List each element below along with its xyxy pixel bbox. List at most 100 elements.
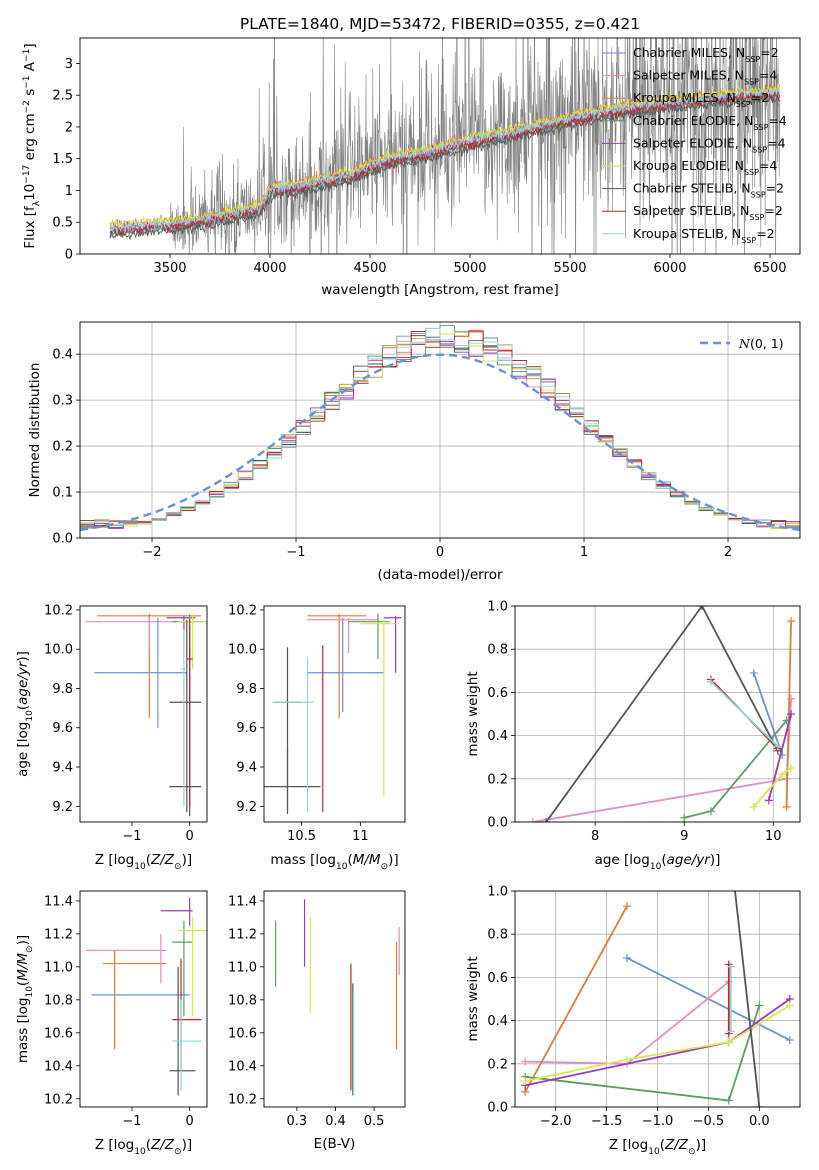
y-tick-label: 10.2: [228, 603, 257, 618]
y-tick-label: 10.2: [44, 603, 73, 618]
weight-marker: [787, 764, 796, 772]
y-tick-label: 9.2: [52, 800, 73, 815]
errorbar-krou_miles: [307, 613, 367, 718]
legend-entry-chab_elodie: Chabrier ELODIE, NSSP=4: [602, 113, 787, 131]
y-tick-label: 0.4: [487, 729, 508, 744]
weight-marker: [528, 818, 537, 822]
errorbar-chab_elodie: [348, 613, 390, 660]
y-tick-label: 10.2: [228, 1092, 257, 1107]
weight-marker: [698, 606, 707, 610]
axes-frame: [514, 605, 801, 823]
weight-marker: [706, 807, 715, 816]
axis-label: mass weight: [465, 671, 481, 756]
weight-marker: [787, 710, 796, 718]
y-tick-label: 2.5: [52, 89, 73, 104]
residual-histogram-panel: −2 −1 0 1 2 0.0 0.1 0.2 0.3 0.4 (data-model)/error…: [27, 321, 801, 583]
weight-marker: [706, 677, 715, 686]
weight-line: [524, 905, 628, 1093]
weight-marker: [755, 1001, 764, 1010]
axis-label: wavelength [Angstrom, rest frame]: [321, 282, 559, 298]
legend-entry-salp_elodie: Salpeter ELODIE, NSSP=4: [602, 135, 786, 154]
legend-label: Kroupa ELODIE, NSSP=4: [633, 158, 777, 177]
y-tick-label: 9.6: [236, 721, 257, 736]
weight-line-chab_stelib: [734, 891, 764, 1107]
y-tick-label: 0.2: [52, 440, 73, 455]
weight-marker: [622, 1055, 631, 1064]
axes-frame: [79, 37, 801, 255]
errorbar-krou_elodie: [178, 613, 207, 669]
weight-marker: [785, 1036, 794, 1045]
axis-label: Flux [fλ10−17 erg cm−2 s−1 A−1]: [22, 43, 42, 248]
legend-entry-chab_miles: Chabrier MILES, NSSP=2: [602, 45, 779, 64]
y-tick-label: 10.6: [44, 1026, 73, 1041]
y-tick-label: 1.5: [52, 152, 73, 167]
legend-label: Kroupa MILES, NSSP=2: [633, 90, 769, 109]
errorbar-krou_elodie: [360, 617, 396, 797]
weight-line-salp_miles: [521, 977, 733, 1068]
x-tick-label: −1.0: [642, 1114, 674, 1129]
errorbar-chab_stelib: [264, 747, 321, 811]
x-tick-label: 1: [580, 545, 588, 560]
weight-marker: [521, 1077, 530, 1086]
plot-area: [264, 613, 402, 815]
y-tick-label: 1.0: [487, 600, 508, 615]
errorbar-chab_stelib: [169, 966, 196, 1096]
weight-line: [710, 680, 779, 748]
y-tick-label: 0.2: [487, 772, 508, 787]
weight-marker: [785, 1001, 794, 1010]
x-tick-label: 6500: [753, 261, 786, 276]
weight-line: [752, 672, 784, 756]
axes-frame: [514, 890, 801, 1108]
weight-marker: [764, 796, 773, 805]
figure-title: PLATE=1840, MJD=53472, FIBERID=0355, z=0…: [240, 15, 640, 33]
x-tick-label: 2: [724, 545, 732, 560]
x-tick-label: 0: [436, 545, 444, 560]
x-tick-label: 10.5: [287, 829, 316, 844]
weight-marker: [755, 1103, 764, 1107]
weight-marker: [726, 1027, 735, 1036]
errorbar-chab_stelib: [169, 649, 202, 817]
axis-label: mass [log10(M/M⊙)]: [270, 852, 398, 872]
weight-line-salp_stelib: [724, 960, 733, 1038]
plot-area: [521, 891, 794, 1107]
age-vs-metallicity-panel: −1 0 9.2 9.4 9.6 9.8 10.0 10.2 Z [log10(Z/Z⊙)] ag…: [15, 603, 208, 872]
x-tick-label: 10: [765, 829, 782, 844]
plot-area: [274, 899, 400, 1096]
mass-vs-metallicity-panel: −1 0 10.2 10.4 10.6 10.8 11.0 11.2 11.4 Z [log10(…: [15, 890, 208, 1157]
y-tick-label: 10.0: [44, 643, 73, 658]
y-tick-label: 11.2: [228, 927, 257, 942]
axes-frame: [263, 890, 406, 1108]
x-tick-label: 11: [352, 829, 369, 844]
errorbar-chab_miles: [307, 617, 384, 713]
errorbar-salp_stelib: [172, 958, 202, 1066]
weight-line: [525, 1004, 791, 1082]
x-tick-label: 0.5: [364, 1114, 385, 1129]
age-vs-mass-panel: 10.5 11 9.2 9.4 9.6 9.8 10.0 10.2 mass [log10(M/…: [228, 603, 406, 872]
model-spectrum-salp_stelib: [109, 89, 780, 237]
axis-label: Z [log10(Z/Z⊙)]: [95, 852, 192, 872]
x-tick-label: 5500: [553, 261, 586, 276]
y-tick-label: 11.4: [44, 894, 73, 909]
model-spectrum-chab_stelib: [109, 93, 780, 240]
weight-marker: [622, 902, 631, 911]
model-spectrum-krou_stelib: [109, 85, 780, 234]
y-tick-label: 0.4: [52, 348, 73, 363]
axis-label: Z [log10(Z/Z⊙)]: [609, 1137, 706, 1157]
y-tick-label: 0.6: [487, 686, 508, 701]
errorbar-chab_stelib: [169, 619, 202, 813]
legend-entry-chab_stelib: Chabrier STELIB, NSSP=2: [602, 181, 784, 200]
legend-entry-krou_elodie: Kroupa ELODIE, NSSP=4: [602, 158, 777, 177]
weight-marker: [782, 802, 791, 811]
weight-marker: [521, 1057, 530, 1066]
weight-marker: [542, 818, 551, 822]
axis-label: Z [log10(Z/Z⊙)]: [95, 1137, 192, 1157]
weight-line-krou_elodie: [749, 764, 796, 811]
y-tick-label: 11.2: [44, 927, 73, 942]
y-tick-label: 0.0: [487, 816, 508, 831]
plot-area: [528, 606, 796, 822]
legend-label: Chabrier STELIB, NSSP=2: [633, 181, 784, 200]
errorbar-salp_stelib: [186, 619, 193, 807]
y-tick-label: 0.8: [487, 928, 508, 943]
x-tick-label: −1: [122, 1114, 141, 1129]
